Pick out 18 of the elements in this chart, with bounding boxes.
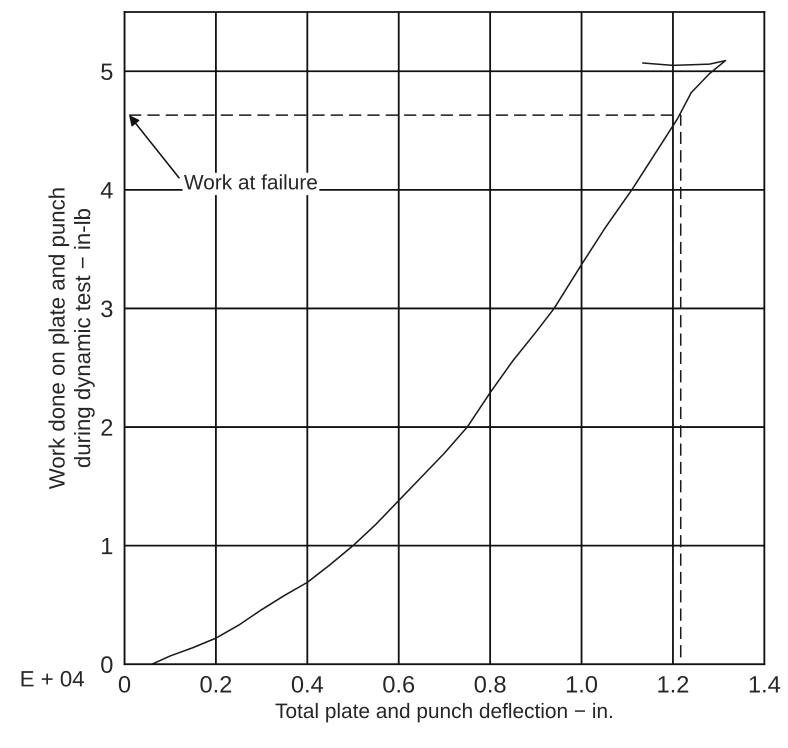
x-tick-label: 1.4 <box>750 676 780 692</box>
y-tick-label: 2 <box>101 419 112 436</box>
text: E + 04 <box>22 670 84 687</box>
y-tick-label: 3 <box>101 300 112 318</box>
y-tick-label: 5 <box>101 64 112 80</box>
y-tick-label: 4 <box>100 182 113 198</box>
x-tick-label: 0.2 <box>200 676 232 693</box>
x-tick-label: 0.4 <box>292 676 324 693</box>
y-axis-title: Work done on plate and punch during dynamic test − in-lb <box>48 188 95 490</box>
x-axis-title: Total plate and punch deflection − in. <box>276 702 612 722</box>
y-tick-label: 1 <box>102 538 112 554</box>
x-tick-label: 0 <box>118 676 130 693</box>
y-tick-label: 0 <box>101 656 112 674</box>
x-tick-label: 1.0 <box>566 676 598 693</box>
x-tick-label: 0.6 <box>383 676 414 693</box>
x-tick-label: 1.2 <box>658 676 688 692</box>
x-tick-label: 0.8 <box>474 676 506 693</box>
annotation: Work at failure <box>184 174 317 190</box>
